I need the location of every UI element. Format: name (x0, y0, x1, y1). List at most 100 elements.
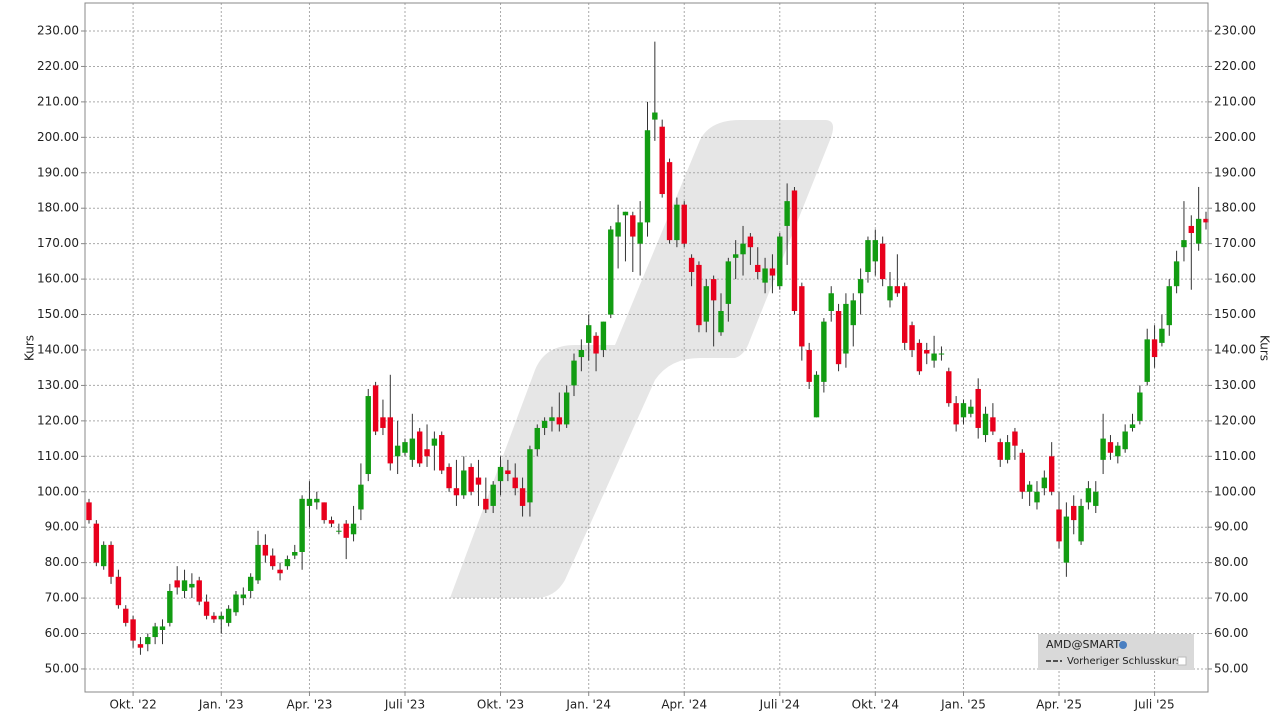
x-tick-label: Jan. '24 (565, 698, 611, 712)
candle-body (718, 310, 724, 333)
candle-body (740, 243, 746, 255)
candle-body (681, 204, 687, 244)
y-tick-label: 90.00 (45, 520, 79, 534)
candle-body (1004, 442, 1011, 460)
candle-body (233, 594, 239, 613)
candle-body (1122, 431, 1128, 450)
candle-body (453, 488, 460, 496)
candle-body (571, 360, 577, 386)
candle-body (1173, 261, 1180, 287)
candle-body (439, 435, 445, 471)
candle-body (93, 523, 100, 563)
candle-body (1026, 484, 1033, 492)
candle-body (292, 552, 298, 556)
candle-body (380, 417, 386, 428)
candle-body (946, 371, 952, 404)
candle-body (894, 286, 901, 294)
candle-body (394, 445, 401, 457)
candle-body (710, 279, 717, 301)
y2-tick-label: 50.00 (1214, 661, 1248, 675)
candle-body (343, 523, 349, 538)
candle-body (990, 417, 996, 432)
candle-body (872, 240, 879, 262)
y2-tick-label: 120.00 (1214, 413, 1256, 427)
legend-label: AMD@SMART (1046, 638, 1120, 651)
candle-body (123, 608, 129, 623)
candle-body (931, 353, 937, 361)
candle-body (938, 353, 945, 355)
y-tick-label: 160.00 (37, 272, 79, 286)
x-tick-label: Apr. '25 (1036, 698, 1082, 712)
candle-body (688, 257, 695, 273)
candle-body (843, 303, 849, 354)
candle-body (593, 335, 599, 354)
legend-checkbox[interactable] (1177, 656, 1187, 666)
candle-body (563, 392, 570, 425)
candle-body (549, 417, 555, 421)
candle-body (887, 286, 893, 301)
candle-body (791, 190, 798, 311)
y2-tick-label: 130.00 (1214, 378, 1256, 392)
y-tick-label: 110.00 (37, 449, 79, 463)
y2-tick-label: 100.00 (1214, 484, 1256, 498)
candle-body (578, 349, 585, 358)
y2-tick-label: 230.00 (1214, 23, 1256, 37)
candle-body (556, 417, 563, 425)
candle-body (997, 442, 1003, 460)
candle-body (622, 211, 629, 216)
candle-body (630, 215, 636, 237)
candle-body (299, 498, 305, 553)
x-tick-label: Jan. '25 (940, 698, 986, 712)
candle-body (255, 544, 261, 581)
y-tick-label: 70.00 (45, 591, 79, 605)
candle-body (137, 644, 144, 648)
candle-body (696, 264, 702, 326)
candle-body (130, 619, 136, 641)
candle-body (644, 130, 651, 223)
candle-body (1034, 491, 1040, 503)
x-tick-label: Okt. '23 (477, 698, 524, 712)
y-tick-label: 210.00 (37, 94, 79, 108)
y2-tick-label: 210.00 (1214, 94, 1256, 108)
candle-body (1078, 505, 1084, 542)
candle-body (1159, 328, 1165, 343)
candle-body (225, 608, 232, 623)
candle-body (189, 583, 195, 588)
candle-body (1144, 339, 1150, 382)
candle-body (402, 442, 408, 453)
candle-body (865, 240, 871, 273)
candle-body (1012, 431, 1018, 446)
candle-body (586, 325, 592, 343)
candle-body (924, 349, 930, 354)
candle-body (372, 385, 379, 432)
candle-body (1137, 392, 1143, 421)
candle-body (519, 488, 526, 506)
candle-body (1063, 516, 1070, 563)
candle-body (982, 413, 989, 436)
candle-body (490, 484, 496, 506)
y2-axis-title: Kurs (1258, 335, 1272, 361)
candle-body (769, 268, 776, 276)
y2-tick-label: 110.00 (1214, 449, 1256, 463)
candle-body (747, 236, 754, 248)
candle-body (637, 222, 643, 244)
candle-body (211, 615, 217, 620)
candle-body (475, 477, 482, 485)
candle-body (321, 502, 327, 521)
y-tick-label: 220.00 (37, 59, 79, 73)
candle-body (424, 449, 430, 457)
candle-body (1166, 286, 1172, 326)
candle-body (240, 594, 247, 599)
candle-body (159, 626, 166, 630)
candle-body (659, 126, 665, 195)
candle-body (247, 576, 254, 591)
candle-body (218, 615, 224, 620)
candle-body (115, 576, 122, 606)
x-tick-label: Juli '25 (1133, 698, 1174, 712)
candle-body (1019, 452, 1025, 492)
candle-body (813, 374, 820, 418)
candle-body (857, 279, 864, 294)
candle-body (1085, 488, 1092, 503)
